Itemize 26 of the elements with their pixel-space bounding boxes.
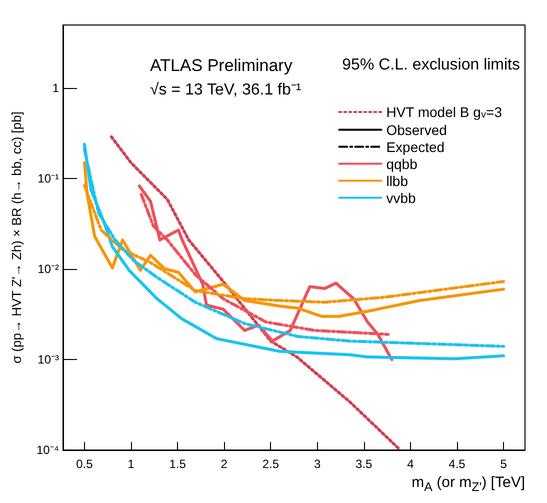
legend-label: Observed: [386, 122, 447, 138]
x-tick-label: 4.5: [448, 457, 466, 471]
x-axis-title: m$_{A}$ (or m$_{Z'}$) [TeV]: [412, 474, 525, 496]
x-tick-label: 1: [128, 457, 135, 471]
x-tick-label: 3.5: [356, 457, 373, 471]
legend-label: Expected: [386, 138, 445, 155]
legend-label: llbb: [386, 172, 408, 189]
x-tick-label: 1.5: [169, 457, 186, 471]
x-tick-label: 2: [220, 457, 228, 471]
x-tick-label: 3: [314, 457, 321, 471]
y-tick-label: 1: [52, 81, 60, 96]
x-tick-label: 5: [500, 457, 508, 471]
legend-label: HVT model B gv=3: [386, 104, 502, 120]
y-axis-title: σ (pp→ HVT Z'→ Zh) × BR (h→ bb, cc) [pb]: [9, 112, 24, 364]
x-tick-label: 2.5: [262, 457, 280, 471]
annotation: √s = 13 TeV, 36.1 fb⁻¹: [150, 82, 302, 98]
annotation: 95% C.L. exclusion limits: [342, 56, 520, 74]
legend-label: vvbb: [386, 190, 416, 206]
x-tick-label: 4: [407, 457, 414, 471]
y-tick-label: 10⁻²: [38, 262, 60, 276]
y-tick-label: 10⁻¹: [38, 172, 60, 186]
legend-label: qqbb: [386, 156, 418, 172]
y-tick-label: 10⁻⁴: [36, 443, 59, 457]
annotation: ATLAS Preliminary: [150, 56, 293, 75]
x-tick-label: 0.5: [76, 457, 94, 471]
y-tick-label: 10⁻³: [38, 352, 60, 367]
